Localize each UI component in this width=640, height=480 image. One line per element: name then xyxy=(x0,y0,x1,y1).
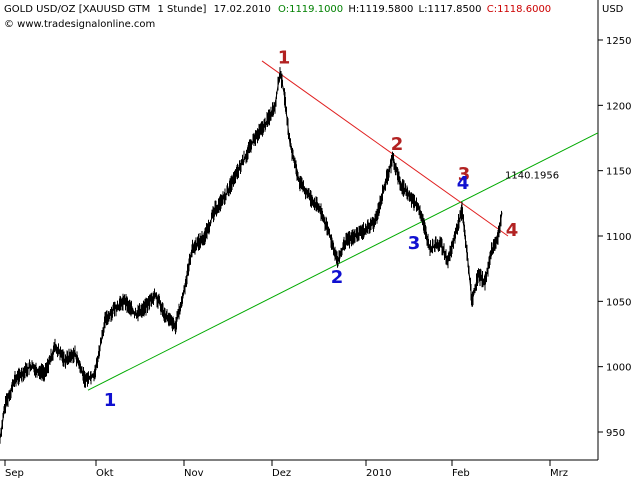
wave-label-red: 3 xyxy=(458,164,471,185)
close-value: C:1118.6000 xyxy=(487,4,551,15)
wave-label-red: 1 xyxy=(278,48,291,69)
wave-label-blue: 3 xyxy=(408,233,421,254)
trendlines xyxy=(87,60,599,391)
x-tick-label: Dez xyxy=(272,468,291,479)
x-tick-label: Nov xyxy=(184,468,204,479)
x-tick-label: Sep xyxy=(5,468,24,479)
wave-label-blue: 2 xyxy=(331,267,344,288)
price-line xyxy=(0,72,503,439)
wave-label-blue: 4 xyxy=(457,173,470,194)
y-tick-label: 1150 xyxy=(606,167,631,178)
wave-label-red: 2 xyxy=(391,134,404,155)
trendline-value-label: 1140.1956 xyxy=(505,171,559,182)
price-bars xyxy=(0,67,502,444)
copyright-label: © www.tradesignalonline.com xyxy=(4,19,155,30)
price-series xyxy=(0,67,503,444)
x-tick-label: Okt xyxy=(96,468,114,479)
y-tick-label: 1000 xyxy=(606,363,631,374)
interval-label: 1 Stunde] xyxy=(157,4,206,15)
open-value: O:1119.1000 xyxy=(278,4,343,15)
y-tick-label: 1100 xyxy=(606,232,631,243)
wave-label-red: 4 xyxy=(506,220,519,241)
symbol-label: GOLD USD/OZ [XAUUSD GTM xyxy=(4,4,150,15)
y-tick-label: 1250 xyxy=(606,36,631,47)
support-trendline xyxy=(87,132,599,391)
currency-label: USD xyxy=(602,4,624,15)
chart-header: GOLD USD/OZ [XAUUSD GTM 1 Stunde] 17.02.… xyxy=(4,4,551,15)
x-tick-label: Feb xyxy=(452,468,470,479)
low-value: L:1117.8500 xyxy=(419,4,482,15)
high-value: H:1119.5800 xyxy=(348,4,413,15)
y-axis-ticks: 950 1000 1050 1100 1150 1200 1250 xyxy=(598,36,631,439)
date-label: 17.02.2010 xyxy=(214,4,271,15)
x-tick-label: Mrz xyxy=(550,468,568,479)
y-tick-label: 1050 xyxy=(606,297,631,308)
resistance-trendline xyxy=(261,60,509,237)
x-axis-ticks: Sep Okt Nov Dez 2010 Feb Mrz xyxy=(4,460,568,479)
y-tick-label: 1200 xyxy=(606,101,631,112)
wave-label-blue: 1 xyxy=(104,390,117,411)
y-tick-label: 950 xyxy=(606,428,625,439)
x-tick-label: 2010 xyxy=(366,468,391,479)
